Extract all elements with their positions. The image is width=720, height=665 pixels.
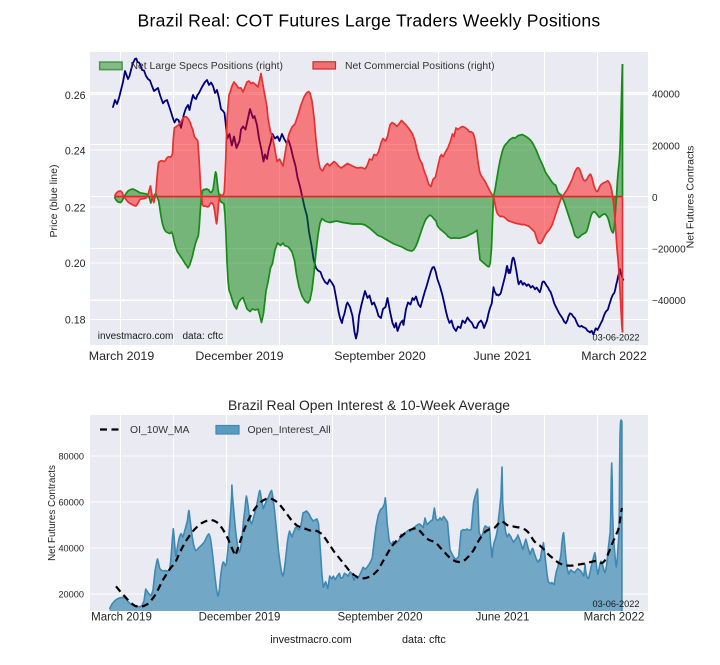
svg-text:0.20: 0.20 (65, 258, 86, 270)
svg-text:Brazil Real: COT Futures Large: Brazil Real: COT Futures Large Traders W… (138, 11, 601, 31)
svg-text:Net Large Specs Positions (rig: Net Large Specs Positions (right) (131, 61, 283, 72)
svg-text:March 2022: March 2022 (584, 611, 645, 623)
svg-text:40000: 40000 (652, 89, 680, 100)
svg-text:80000: 80000 (58, 452, 84, 462)
svg-text:Net Futures Contracts: Net Futures Contracts (47, 465, 58, 561)
svg-text:Net Futures Contracts: Net Futures Contracts (685, 146, 697, 249)
svg-text:March 2019: March 2019 (89, 349, 155, 363)
svg-text:0.22: 0.22 (65, 203, 86, 215)
svg-text:60000: 60000 (58, 498, 84, 508)
svg-text:20000: 20000 (652, 141, 680, 152)
svg-text:OI_10W_MA: OI_10W_MA (130, 425, 190, 436)
svg-text:0.24: 0.24 (65, 145, 86, 157)
svg-text:December 2019: December 2019 (199, 611, 281, 623)
svg-text:0.18: 0.18 (65, 315, 86, 327)
svg-text:Price (blue line): Price (blue line) (48, 165, 60, 238)
svg-text:investmacro.com: investmacro.com (270, 634, 352, 646)
svg-text:0.26: 0.26 (65, 90, 86, 102)
svg-text:June 2021: June 2021 (476, 611, 530, 623)
svg-text:0: 0 (652, 193, 658, 204)
svg-text:December 2019: December 2019 (195, 349, 283, 363)
svg-text:20000: 20000 (58, 590, 84, 600)
svg-text:data: cftc: data: cftc (402, 634, 446, 646)
svg-text:−40000: −40000 (652, 296, 686, 307)
svg-text:September 2020: September 2020 (334, 349, 426, 363)
svg-text:40000: 40000 (58, 544, 84, 554)
svg-text:03-06-2022: 03-06-2022 (593, 599, 640, 609)
svg-text:investmacro.com: investmacro.com (98, 331, 174, 342)
svg-text:Brazil Real Open Interest & 10: Brazil Real Open Interest & 10-Week Aver… (228, 397, 510, 413)
svg-text:Open_Interest_All: Open_Interest_All (248, 425, 331, 436)
svg-text:data: cftc: data: cftc (183, 331, 224, 342)
svg-text:−20000: −20000 (652, 244, 686, 255)
svg-text:March 2019: March 2019 (91, 611, 152, 623)
svg-text:September 2020: September 2020 (337, 611, 422, 623)
svg-text:June 2021: June 2021 (474, 349, 532, 363)
svg-text:Net Commercial Positions (righ: Net Commercial Positions (right) (345, 61, 495, 72)
svg-text:March 2022: March 2022 (581, 349, 647, 363)
svg-text:03-06-2022: 03-06-2022 (593, 333, 640, 343)
